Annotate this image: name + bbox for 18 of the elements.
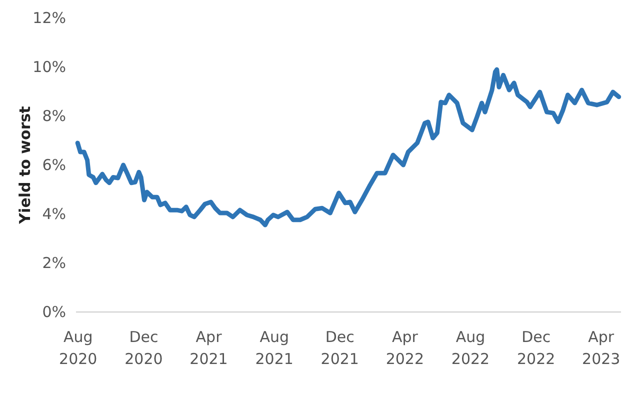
- line-series: [75, 67, 622, 228]
- y-tick-label: 6%: [42, 156, 66, 174]
- y-tick-label: 4%: [42, 204, 66, 223]
- x-tick-label: Aug 2022: [451, 328, 490, 368]
- y-tick-label: 10%: [32, 58, 66, 76]
- x-tick-label: Dec 2022: [516, 328, 556, 368]
- x-tick-label: Aug 2021: [255, 328, 294, 368]
- y-tick-label: 0%: [42, 302, 66, 321]
- x-tick-label: Apr 2022: [386, 328, 424, 368]
- x-tick-label: Apr 2021: [190, 328, 228, 368]
- y-tick-label: 12%: [32, 8, 66, 27]
- x-tick-label: Aug 2020: [59, 328, 98, 368]
- y-axis-title: Yield to worst: [16, 106, 34, 225]
- y-tick-label: 8%: [42, 106, 66, 125]
- y-tick-label: 2%: [42, 254, 66, 272]
- x-tick-label: Apr 2023: [582, 328, 620, 368]
- x-tick-label: Dec 2020: [124, 328, 163, 368]
- x-tick-label: Dec 2021: [320, 328, 359, 368]
